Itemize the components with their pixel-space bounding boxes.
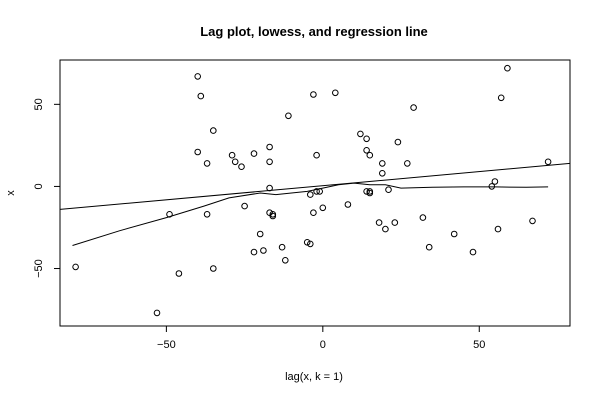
data-point <box>385 186 392 193</box>
data-point <box>310 209 317 216</box>
series-layer <box>60 162 570 246</box>
data-point <box>256 230 264 238</box>
data-point <box>278 243 286 251</box>
data-point <box>419 214 427 221</box>
data-point <box>497 94 505 102</box>
data-point <box>375 219 383 226</box>
data-point <box>153 309 161 317</box>
data-point <box>529 217 536 225</box>
data-point <box>357 130 364 138</box>
data-point <box>166 211 173 218</box>
data-point <box>332 89 339 97</box>
data-point <box>379 170 386 177</box>
y-tick-label: 50 <box>33 98 45 110</box>
data-point <box>282 257 289 264</box>
data-point <box>210 265 217 272</box>
data-point <box>450 230 458 238</box>
data-point <box>316 188 324 195</box>
plot-frame <box>59 59 571 327</box>
data-point <box>210 127 217 134</box>
data-point <box>366 188 374 195</box>
data-point <box>382 225 389 233</box>
data-point <box>494 225 502 233</box>
data-point <box>310 91 317 98</box>
data-point <box>231 158 239 166</box>
data-point <box>285 112 292 120</box>
data-point <box>307 240 314 248</box>
x-tick-label: 0 <box>320 339 326 351</box>
data-point <box>203 211 211 218</box>
data-point <box>72 263 79 271</box>
x-tick-label: 50 <box>473 339 485 351</box>
data-point <box>363 135 370 143</box>
data-point <box>228 151 236 159</box>
y-tick-label: −50 <box>33 259 45 278</box>
data-point <box>197 92 205 100</box>
data-point <box>344 201 352 208</box>
y-tick-label: 0 <box>33 183 45 189</box>
data-point <box>269 212 277 220</box>
data-point <box>266 143 273 151</box>
data-point <box>313 151 320 159</box>
data-point <box>379 160 386 167</box>
data-point <box>410 104 417 111</box>
data-point <box>303 239 311 246</box>
data-point <box>175 270 183 277</box>
data-point <box>504 64 511 72</box>
data-point <box>194 73 201 80</box>
data-point <box>203 160 211 167</box>
data-point <box>307 191 314 198</box>
series-line-1 <box>72 182 549 246</box>
data-point <box>544 158 552 166</box>
x-tick-label: −50 <box>157 339 176 351</box>
chart-title: Lag plot, lowess, and regression line <box>200 24 428 39</box>
data-point <box>363 147 370 154</box>
data-point <box>363 188 370 195</box>
data-point <box>313 188 320 195</box>
data-point <box>238 163 245 170</box>
data-point <box>319 204 327 212</box>
data-point <box>241 202 248 210</box>
series-line-2 <box>60 162 570 210</box>
data-point <box>260 247 267 254</box>
scatter-points <box>72 64 552 317</box>
data-point <box>391 219 399 226</box>
data-point <box>194 148 201 156</box>
data-point <box>250 150 258 157</box>
data-point <box>366 151 374 159</box>
y-axis-label: x <box>5 190 17 196</box>
data-point <box>469 248 477 256</box>
data-point <box>266 158 273 166</box>
data-point <box>491 178 499 185</box>
data-point <box>394 138 402 146</box>
data-point <box>425 243 433 251</box>
data-point <box>404 160 411 167</box>
x-axis-label: lag(x, k = 1) <box>285 371 343 383</box>
y-axis: −50 0 50 <box>33 98 61 278</box>
data-point <box>266 184 273 192</box>
data-point <box>488 183 496 190</box>
data-point <box>250 248 258 256</box>
x-axis: −50 0 50 <box>157 325 485 351</box>
